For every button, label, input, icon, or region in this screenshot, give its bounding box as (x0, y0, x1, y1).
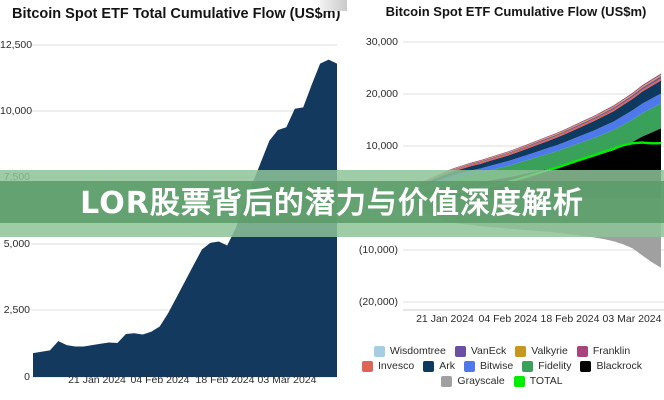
legend-item-valkyrie: Valkyrie (515, 345, 568, 357)
legend-label: Franklin (592, 345, 631, 357)
legend-swatch-icon (362, 360, 373, 372)
right-x-tick: 21 Jan 2024 (416, 313, 474, 325)
left-y-tick: 5,000 (3, 238, 30, 250)
right-x-tick: 18 Feb 2024 (540, 313, 600, 325)
legend-swatch-icon (580, 360, 592, 372)
right-chart-title: Bitcoin Spot ETF Cumulative Flow (US$m) (385, 4, 647, 19)
legend-item-blackrock: Blackrock (580, 360, 642, 372)
legend-row: Wisdomtree VanEck Valkyrie Franklin (340, 345, 664, 357)
legend-label: Bitwise (479, 360, 514, 372)
right-y-tick: (10,000) (358, 244, 398, 256)
card-edge-shadow (320, 0, 347, 11)
legend-swatch-icon (522, 360, 534, 372)
legend-label: Wisdomtree (389, 345, 446, 357)
right-x-tick: 03 Mar 2024 (602, 313, 662, 325)
legend-label: Grayscale (457, 375, 505, 387)
legend-label: Invesco (378, 360, 415, 372)
left-chart-title: Bitcoin Spot ETF Total Cumulative Flow (… (12, 6, 341, 22)
left-x-tick: 03 Mar 2024 (257, 374, 317, 386)
legend-item-wisdomtree: Wisdomtree (373, 345, 446, 357)
left-x-tick: 04 Feb 2024 (130, 374, 190, 386)
legend-item-ark: Ark (423, 360, 455, 372)
left-y-tick: 12,500 (0, 39, 33, 51)
legend-item-vaneck: VanEck (454, 345, 507, 357)
left-y-tick: 0 (24, 371, 30, 383)
right-y-tick: 30,000 (365, 36, 398, 48)
legend-item-grayscale: Grayscale (441, 375, 505, 387)
right-y-tick: 10,000 (365, 140, 398, 152)
legend-item-franklin: Franklin (576, 345, 631, 357)
left-x-tick: 18 Feb 2024 (195, 374, 255, 386)
legend-item-fidelity: Fidelity (522, 360, 571, 372)
legend-row: Grayscale TOTAL (340, 375, 664, 387)
legend-swatch-icon (515, 345, 527, 357)
legend-swatch-icon (423, 360, 435, 372)
left-y-tick: 2,500 (3, 304, 30, 316)
legend-label: TOTAL (529, 375, 563, 387)
legend-item-total: TOTAL (513, 375, 563, 387)
legend-swatch-icon (463, 360, 475, 372)
legend-label: Valkyrie (531, 345, 568, 357)
right-x-tick: 04 Feb 2024 (478, 313, 538, 325)
legend-item-bitwise: Bitwise (463, 360, 514, 372)
headline-banner-inner-band (0, 181, 664, 223)
headline-banner: LOR股票背后的潜力与价值深度解析 (0, 170, 664, 237)
legend-swatch-icon (454, 345, 466, 357)
legend-label: Fidelity (538, 360, 572, 372)
left-total-area (33, 59, 337, 377)
legend-label: VanEck (470, 345, 507, 357)
legend-swatch-icon (441, 375, 453, 387)
legend-label: Blackrock (596, 360, 642, 372)
legend-swatch-icon (576, 345, 588, 357)
legend-swatch-icon (373, 345, 385, 357)
right-y-tick: (20,000) (358, 296, 398, 308)
left-y-tick: 10,000 (0, 105, 33, 117)
left-x-tick: 21 Jan 2024 (68, 374, 126, 386)
legend-row: Invesco Ark Bitwise Fidelity Blackrock (340, 360, 664, 372)
legend-swatch-icon (513, 375, 525, 387)
legend-item-invesco: Invesco (362, 360, 414, 372)
legend: Wisdomtree VanEck Valkyrie Franklin Invesco A… (340, 345, 664, 387)
legend-label: Ark (439, 360, 455, 372)
right-y-tick: 20,000 (365, 88, 398, 100)
headline-title: LOR股票背后的潜力与价值深度解析 (80, 186, 584, 221)
